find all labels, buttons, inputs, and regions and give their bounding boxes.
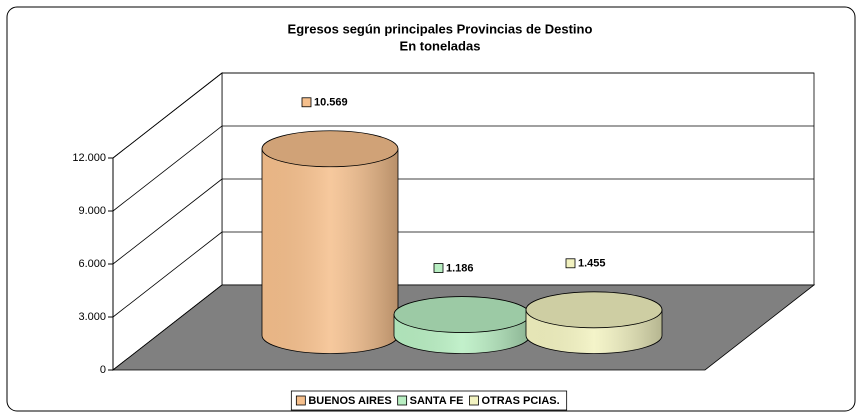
value-label-key: [301, 97, 312, 108]
chart-title: Egresos según principales Provincias de …: [288, 21, 593, 36]
value-label-key: [433, 263, 444, 273]
legend-label: SANTA FE: [410, 395, 464, 407]
value-label: 1.186: [446, 262, 474, 274]
legend-key: [295, 395, 306, 406]
grid-line: [112, 231, 223, 318]
cylinder-shade: [262, 148, 398, 354]
legend-box: [290, 390, 568, 411]
cylinder-top: [393, 296, 531, 333]
grid-line: [112, 125, 223, 212]
plot-area: 0 3.000 6.000 9.000 12.000 10.569 1.186 1.455: [72, 72, 816, 376]
cylinder-top: [261, 130, 399, 168]
y-tick-label: 12.000: [72, 152, 106, 164]
legend-label: OTRAS PCIAS.: [481, 395, 559, 407]
y-tick-label: 9.000: [78, 205, 106, 217]
legend: BUENOS AIRES SANTA FE OTRAS PCIAS.: [290, 390, 568, 411]
legend-key: [397, 395, 408, 406]
chart-subtitle: En toneladas: [400, 38, 481, 53]
legend-label: BUENOS AIRES: [308, 395, 391, 407]
value-label-key: [565, 258, 576, 269]
y-tick-label: 6.000: [78, 258, 106, 270]
value-label: 10.569: [314, 97, 348, 109]
grid-line: [112, 72, 223, 159]
grid-line: [112, 178, 223, 265]
y-tick-label: 0: [100, 364, 106, 376]
legend-key: [469, 395, 479, 406]
y-tick-label: 3.000: [78, 311, 106, 323]
value-label: 1.455: [578, 258, 606, 270]
cylinder-top: [525, 291, 663, 329]
